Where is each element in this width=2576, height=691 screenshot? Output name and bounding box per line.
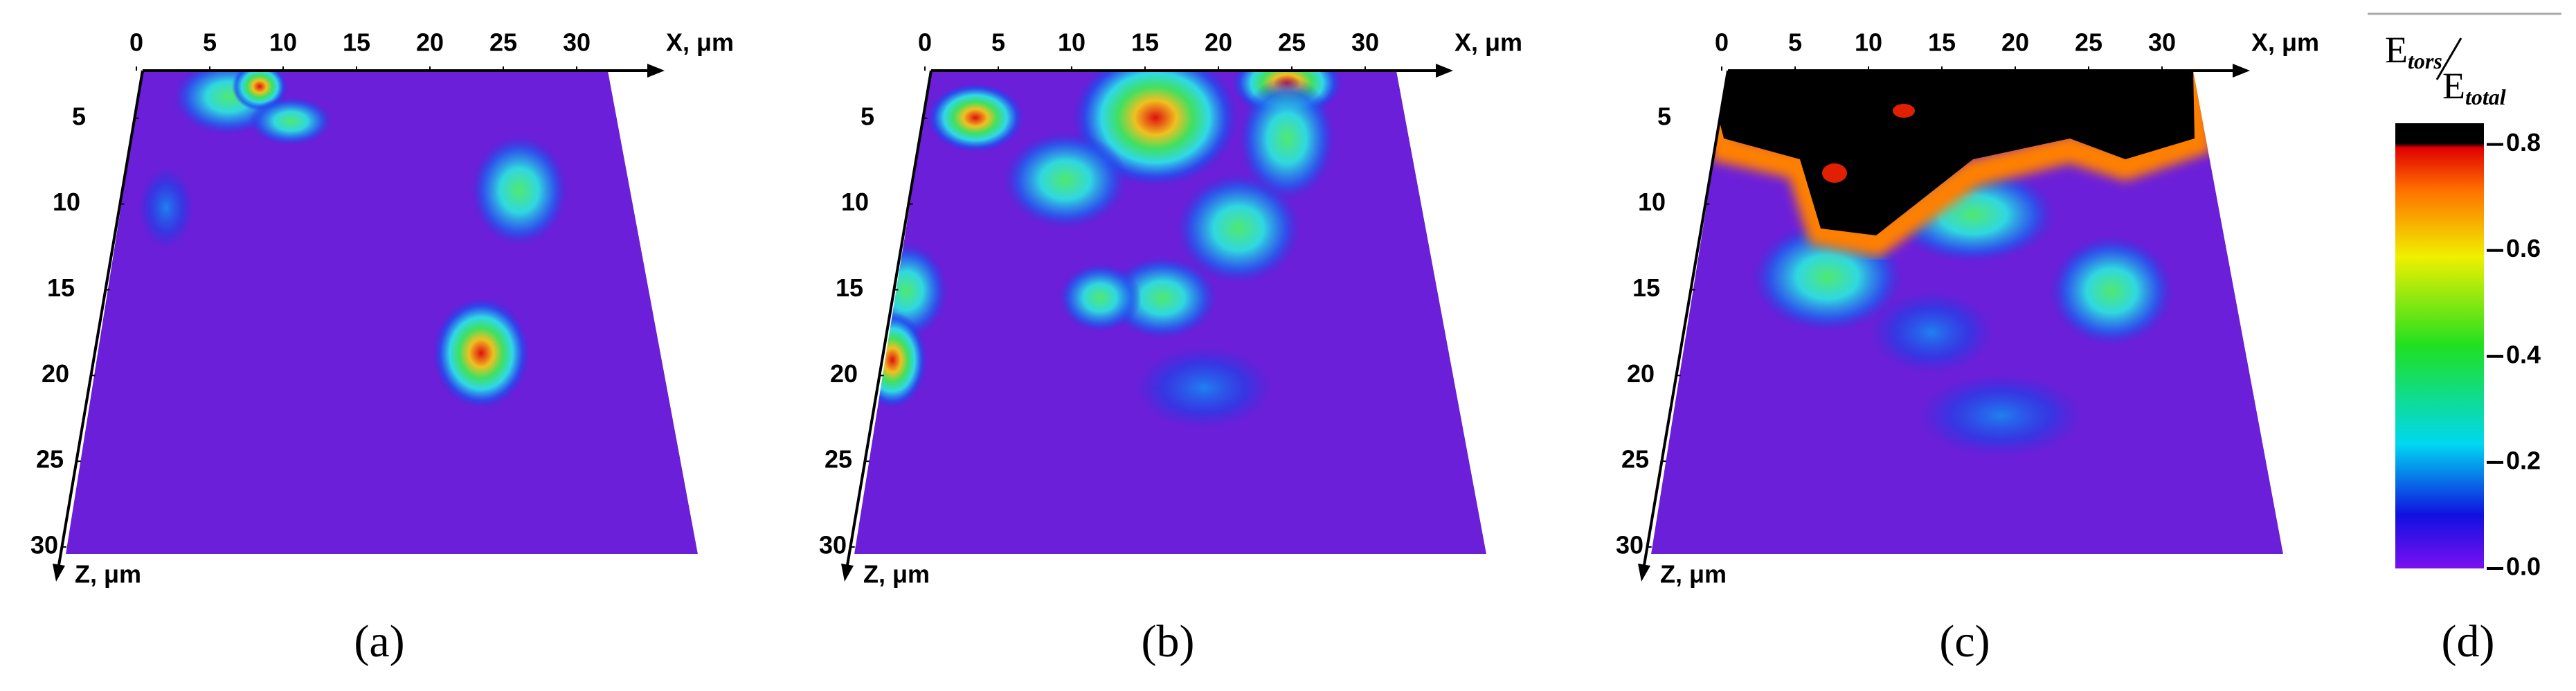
x-axis-label: X, μm: [666, 28, 734, 57]
x-tick-label: 10: [1855, 28, 1882, 57]
x-tick-label: 20: [1205, 28, 1232, 57]
y-tick-label: 30: [1616, 531, 1643, 559]
x-tick-label: 5: [991, 28, 1005, 57]
colorbar: [2395, 123, 2484, 568]
y-axis: [845, 70, 933, 570]
x-tick-label: 0: [1715, 28, 1729, 57]
x-tick-label: 15: [1131, 28, 1159, 57]
x-tick-label: 20: [2001, 28, 2029, 57]
y-tick-label: 15: [1632, 273, 1660, 302]
x-axis-label: X, μm: [1454, 28, 1522, 57]
colorbar-tick-label: 0.6: [2506, 234, 2541, 262]
colorbar-tick-label: 0.2: [2506, 446, 2541, 474]
heatmap-c: [1651, 71, 2283, 554]
x-tick-label: 5: [203, 28, 217, 57]
x-tick-label: 25: [2075, 28, 2102, 57]
y-tick-label: 15: [836, 273, 863, 302]
panel-label: (c): [1939, 616, 1990, 667]
colorbar-title-den: Etotal: [2442, 65, 2506, 109]
x-tick-label: 15: [1928, 28, 1956, 57]
x-axis-arrow: [2233, 64, 2250, 78]
y-axis-arrow: [1638, 564, 1650, 582]
y-tick-label: 30: [819, 531, 847, 559]
y-tick-label: 5: [1657, 102, 1671, 130]
colorbar-tick-label: 0.0: [2506, 553, 2541, 581]
y-axis-label: Z, μm: [863, 560, 930, 589]
y-tick-label: 25: [36, 445, 64, 474]
x-tick-label: 5: [1788, 28, 1802, 57]
y-tick-label: 30: [30, 531, 58, 559]
x-tick-label: 30: [2148, 28, 2176, 57]
panel-axes: 0 5 10 15 20 25 30 5 10 15 20 25 30 X, μm Z, μm (b): [819, 28, 1522, 667]
x-axis-arrow: [647, 64, 665, 78]
y-axis-label: Z, μm: [75, 560, 141, 589]
fraction-slash: [2435, 37, 2462, 80]
y-axis: [57, 70, 144, 570]
panel-label: (d): [2442, 616, 2495, 667]
panel-label: (a): [354, 616, 404, 667]
y-axis-arrow: [841, 564, 854, 582]
denominator-sub: total: [2465, 84, 2506, 109]
colorbar-tick-label: 0.8: [2506, 128, 2541, 156]
x-axis-arrow: [1436, 64, 1453, 78]
panel-axes: 0 5 10 15 20 25 30 5 10 15 20 25 30 X, μm Z, μm (c): [1616, 28, 2319, 667]
y-tick-label: 20: [1627, 359, 1655, 388]
y-tick-label: 5: [861, 102, 874, 130]
x-tick-label: 15: [343, 28, 370, 57]
x-tick-label: 20: [416, 28, 444, 57]
y-tick-label: 10: [841, 188, 869, 216]
y-axis: [1642, 70, 1729, 570]
x-tick-label: 30: [563, 28, 591, 57]
x-tick-label: 30: [1351, 28, 1379, 57]
panel-label: (b): [1142, 616, 1195, 667]
x-tick-label: 0: [918, 28, 932, 57]
y-axis-label: Z, μm: [1660, 560, 1727, 589]
denominator: E: [2442, 65, 2465, 107]
numerator: E: [2385, 29, 2408, 71]
y-tick-label: 5: [72, 102, 86, 130]
y-tick-label: 20: [830, 359, 858, 388]
x-tick-label: 25: [489, 28, 517, 57]
numerator-sub: tors: [2408, 48, 2442, 73]
x-tick-label: 10: [269, 28, 297, 57]
heatmap-b: [854, 71, 1486, 554]
y-tick-label: 15: [47, 273, 75, 302]
colorbar-title: Etors: [2385, 29, 2442, 73]
y-tick-label: 20: [42, 359, 69, 388]
y-tick-label: 10: [53, 188, 80, 216]
x-axis-label: X, μm: [2251, 28, 2319, 57]
y-tick-label: 10: [1638, 188, 1666, 216]
y-tick-label: 25: [1621, 445, 1649, 474]
x-tick-label: 10: [1058, 28, 1086, 57]
heatmap-a: [66, 71, 698, 554]
colorbar-tick-label: 0.4: [2506, 340, 2541, 368]
x-tick-label: 0: [129, 28, 143, 57]
y-axis-arrow: [53, 564, 65, 582]
y-tick-label: 25: [825, 445, 852, 474]
panel-axes: 0 5 10 15 20 25 30 5 10 15 20 25 30 X, μm Z, μm (a): [30, 28, 734, 667]
x-tick-label: 25: [1278, 28, 1306, 57]
